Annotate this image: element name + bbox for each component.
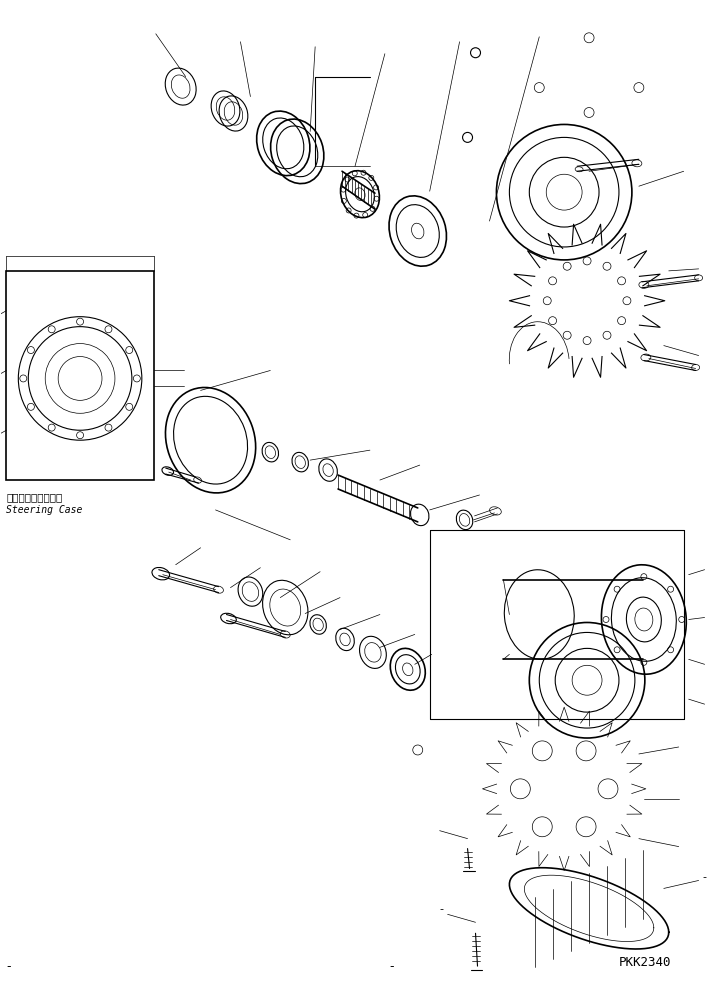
Text: -: -	[6, 960, 11, 973]
Text: -: -	[390, 960, 395, 973]
Text: -: -	[703, 872, 706, 883]
Text: ステアリングケース: ステアリングケース	[6, 491, 63, 502]
Text: Steering Case: Steering Case	[6, 505, 83, 515]
Text: PKK2340: PKK2340	[619, 956, 672, 969]
Text: -: -	[440, 904, 444, 914]
